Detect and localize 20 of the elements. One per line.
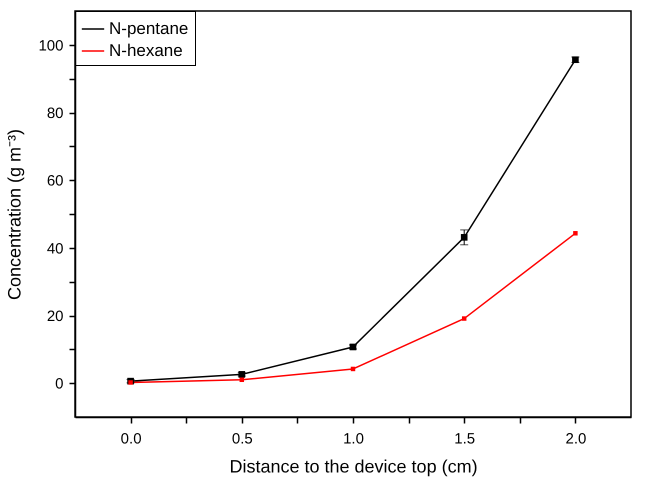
x-tick-label: 2.0 bbox=[565, 430, 586, 448]
point bbox=[350, 366, 356, 372]
legend-label: N-pentane bbox=[109, 19, 188, 38]
y-tick-label: 100 bbox=[38, 37, 64, 54]
point bbox=[460, 234, 468, 241]
y-tick-label: 0 bbox=[55, 376, 64, 393]
y-tick-label: 20 bbox=[46, 308, 64, 325]
y-tick-label: 80 bbox=[46, 105, 64, 122]
point bbox=[462, 316, 466, 321]
y-tick-label: 40 bbox=[46, 240, 64, 258]
legend-label: N-hexane bbox=[109, 41, 183, 60]
x-tick-label: 0.0 bbox=[120, 430, 142, 448]
point bbox=[573, 231, 578, 236]
x-tick-label: 0.5 bbox=[232, 430, 253, 448]
point bbox=[240, 378, 244, 382]
y-tick-label: 60 bbox=[46, 172, 64, 190]
y-axis-title: Concentration (g m⁻³) bbox=[4, 128, 24, 300]
x-axis-title: Distance to the device top (cm) bbox=[229, 456, 478, 476]
x-tick-label: 1.5 bbox=[454, 430, 476, 448]
x-tick-label: 1.0 bbox=[343, 430, 364, 448]
